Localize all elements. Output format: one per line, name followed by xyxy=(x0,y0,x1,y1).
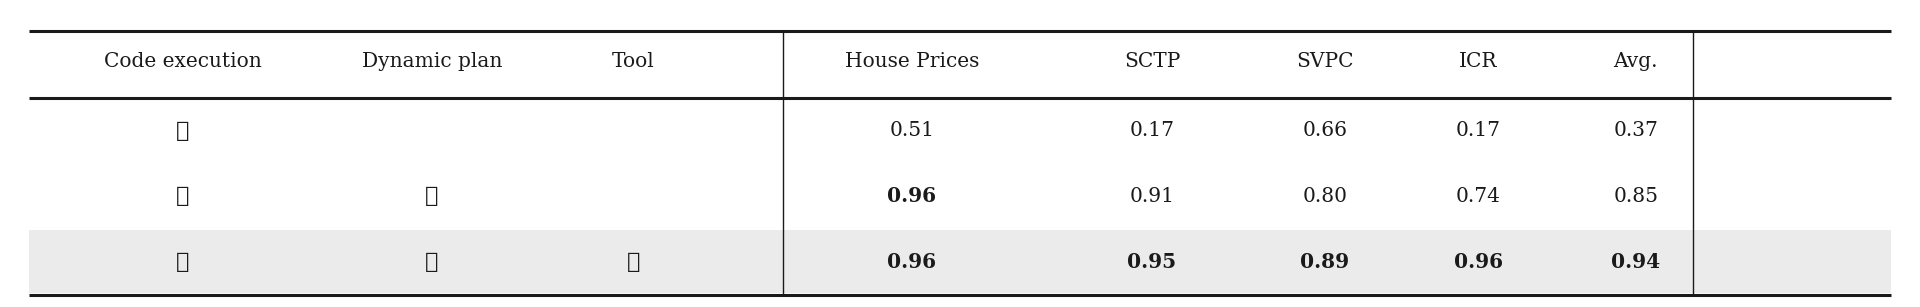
Text: Avg.: Avg. xyxy=(1613,52,1659,71)
Text: 0.85: 0.85 xyxy=(1613,187,1659,206)
Text: SVPC: SVPC xyxy=(1296,52,1354,71)
Text: 0.17: 0.17 xyxy=(1455,122,1501,141)
Text: 0.51: 0.51 xyxy=(889,122,935,141)
Text: 0.37: 0.37 xyxy=(1613,122,1659,141)
Text: 0.17: 0.17 xyxy=(1129,122,1175,141)
Text: ✓: ✓ xyxy=(426,251,438,273)
Text: 0.96: 0.96 xyxy=(887,186,937,207)
Text: 0.66: 0.66 xyxy=(1302,122,1348,141)
Text: ✓: ✓ xyxy=(177,251,188,273)
Text: ICR: ICR xyxy=(1459,52,1498,71)
Text: ✓: ✓ xyxy=(628,251,639,273)
Text: 0.89: 0.89 xyxy=(1300,252,1350,272)
Text: House Prices: House Prices xyxy=(845,52,979,71)
Text: ✓: ✓ xyxy=(426,185,438,208)
Text: 0.74: 0.74 xyxy=(1455,187,1501,206)
Text: 0.96: 0.96 xyxy=(887,252,937,272)
Text: 0.80: 0.80 xyxy=(1302,187,1348,206)
Text: Tool: Tool xyxy=(612,52,655,71)
Text: Code execution: Code execution xyxy=(104,52,261,71)
Text: 0.91: 0.91 xyxy=(1129,187,1175,206)
Text: 0.94: 0.94 xyxy=(1611,252,1661,272)
Text: 0.96: 0.96 xyxy=(1453,252,1503,272)
Text: ✓: ✓ xyxy=(177,185,188,208)
Bar xyxy=(29,230,1891,293)
Text: Dynamic plan: Dynamic plan xyxy=(361,52,503,71)
Text: SCTP: SCTP xyxy=(1123,52,1181,71)
Text: ✓: ✓ xyxy=(177,120,188,142)
Text: 0.95: 0.95 xyxy=(1127,252,1177,272)
